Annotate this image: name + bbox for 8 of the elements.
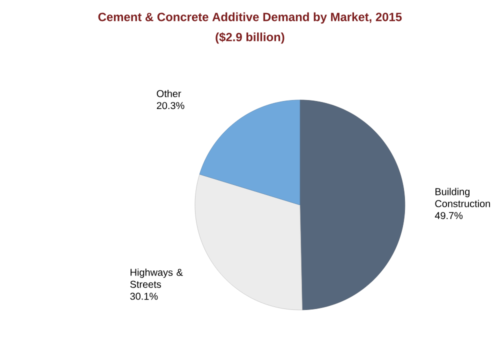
data-label: 30.1% — [130, 292, 158, 300]
chart-title: Cement & Concrete Additive Demand by Market, 2015 — [98, 12, 402, 24]
slice-label: Highways & Streets — [130, 268, 183, 288]
chart-subtitle: ($2.9 billion) — [216, 32, 284, 44]
slice-label: Other — [156, 90, 182, 98]
data-label: 49.7% — [434, 212, 463, 220]
slice-label: Building Construction — [435, 188, 490, 208]
data-label: 20.3% — [156, 102, 184, 110]
